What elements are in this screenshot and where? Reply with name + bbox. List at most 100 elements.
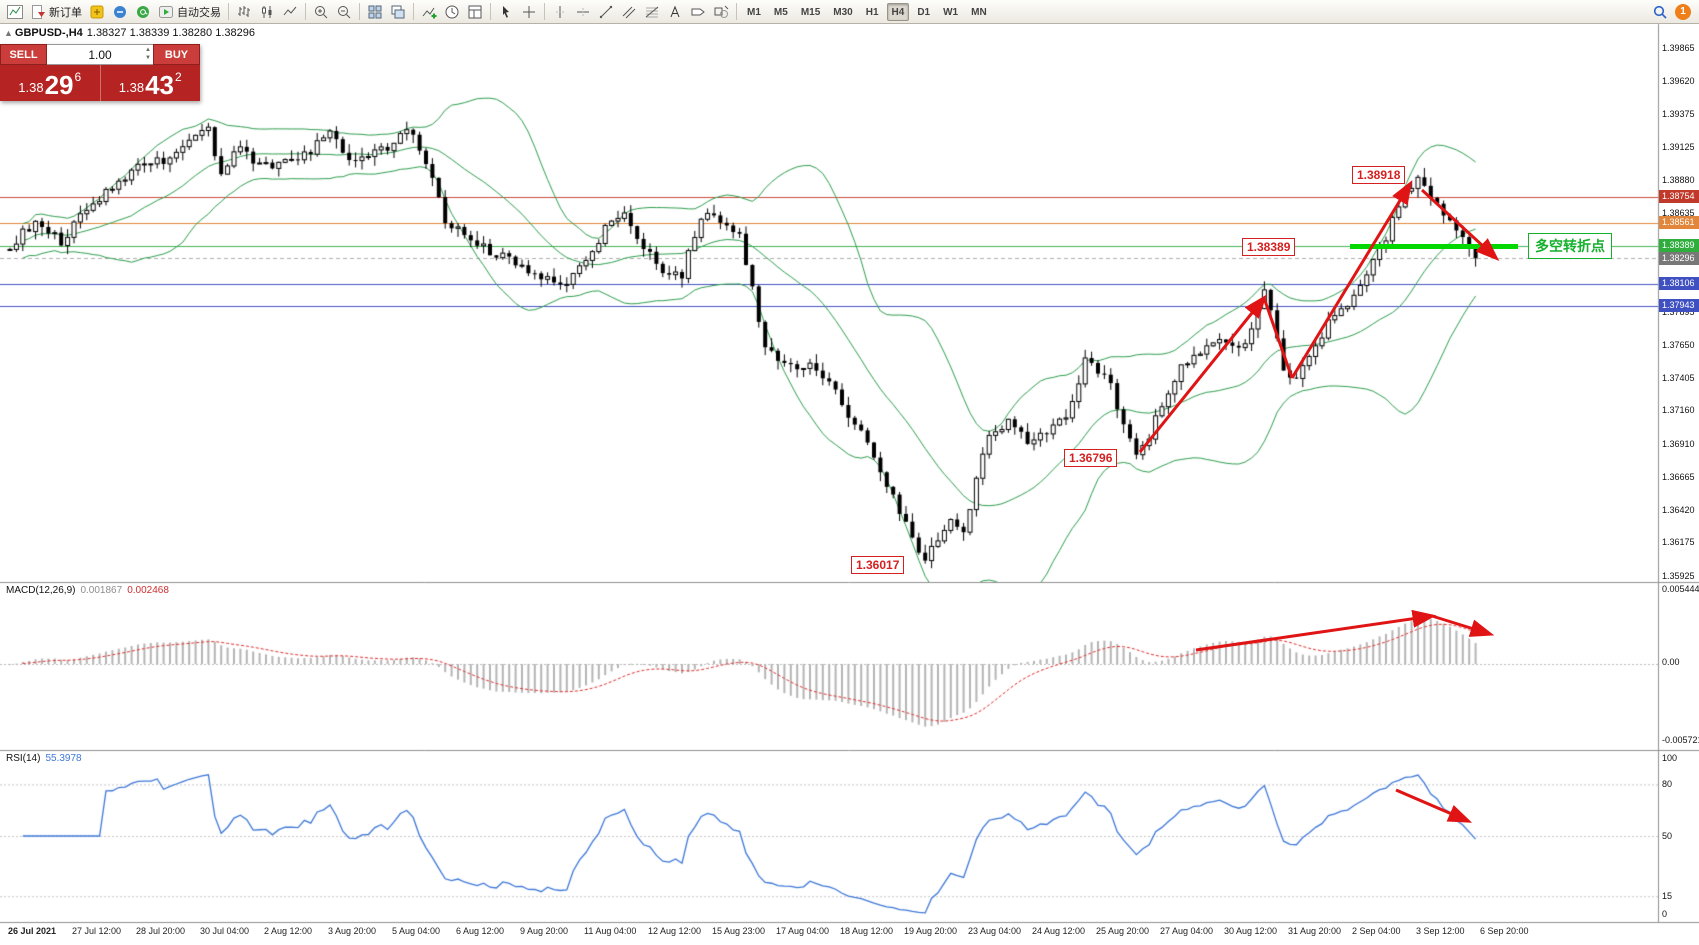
timeframe-w1-button[interactable]: W1 bbox=[943, 6, 959, 18]
time-axis-label: 19 Aug 20:00 bbox=[904, 926, 958, 936]
trade-panel-top-row: SELL 1.00 ▲ ▼ BUY bbox=[0, 44, 200, 65]
toolbar-zoom-in-button[interactable] bbox=[310, 2, 332, 22]
metaeditor-icon bbox=[89, 4, 105, 20]
trend-arrow bbox=[1195, 609, 1437, 652]
toolbar-periods-button[interactable] bbox=[441, 2, 463, 22]
time-axis-label: 9 Aug 20:00 bbox=[520, 926, 569, 936]
new-order-label: 新订单 bbox=[49, 6, 82, 19]
price-level-tag: 1.38106 bbox=[1659, 277, 1699, 291]
toolbar-terminal-button[interactable] bbox=[109, 2, 131, 22]
price-callout: 1.38389 bbox=[1242, 238, 1296, 256]
volume-input[interactable]: 1.00 ▲ ▼ bbox=[47, 44, 153, 65]
timeframe-h1-button[interactable]: H1 bbox=[865, 6, 879, 18]
time-axis-label: 18 Aug 12:00 bbox=[840, 926, 894, 936]
price-level-tag: 1.38389 bbox=[1659, 239, 1699, 253]
toolbar-label-button[interactable] bbox=[687, 2, 709, 22]
buy-price[interactable]: 1.38 43 2 bbox=[99, 65, 201, 101]
toolbar-horizontal-line-button[interactable] bbox=[572, 2, 594, 22]
label-icon bbox=[690, 4, 706, 20]
toolbar-metaeditor-button[interactable] bbox=[86, 2, 108, 22]
price-level-tag: 1.38561 bbox=[1659, 216, 1699, 230]
price-callout: 1.36017 bbox=[851, 556, 905, 574]
toolbar-tile-windows-button[interactable] bbox=[364, 2, 386, 22]
candles-chart-icon bbox=[259, 4, 275, 20]
sell-price-prefix: 1.38 bbox=[18, 80, 44, 95]
trend-arrow bbox=[1431, 614, 1495, 637]
price-tick-label: 1.37650 bbox=[1662, 339, 1695, 350]
rsi-scale-label: 100 bbox=[1662, 753, 1678, 763]
volume-spinner[interactable]: ▲ ▼ bbox=[145, 47, 151, 61]
toolbar-vertical-line-button[interactable] bbox=[549, 2, 571, 22]
toolbar-cascade-windows-button[interactable] bbox=[387, 2, 409, 22]
price-callout: 1.36796 bbox=[1064, 449, 1118, 467]
toolbar-bars-chart-button[interactable] bbox=[233, 2, 255, 22]
toolbar: 新订单 自动交易 M1 M5 M15 M30 H1 H4 D1 W1 MN 1 bbox=[0, 0, 1699, 24]
template-icon bbox=[467, 4, 483, 20]
toolbar-fibonacci-button[interactable] bbox=[641, 2, 663, 22]
trend-arrow bbox=[1138, 294, 1267, 453]
one-click-trade-panel: SELL 1.00 ▲ ▼ BUY 1.38 29 6 1.38 43 2 bbox=[0, 44, 200, 101]
community-icon bbox=[135, 4, 151, 20]
buy-price-pips: 43 bbox=[145, 70, 175, 100]
line-chart-icon bbox=[282, 4, 298, 20]
toolbar-text-button[interactable] bbox=[664, 2, 686, 22]
vertical-line-icon bbox=[552, 4, 568, 20]
ohlc-values: 1.38327 1.38339 1.38280 1.38296 bbox=[86, 27, 255, 39]
time-axis-label: 6 Sep 20:00 bbox=[1480, 926, 1529, 936]
zoom-in-icon bbox=[313, 4, 329, 20]
toolbar-candles-chart-button[interactable] bbox=[256, 2, 278, 22]
text-icon bbox=[667, 4, 683, 20]
toolbar-trendline-button[interactable] bbox=[595, 2, 617, 22]
timeframe-m5-button[interactable]: M5 bbox=[773, 6, 788, 18]
price-level-tag: 1.38296 bbox=[1659, 251, 1699, 265]
timeframe-mn-button[interactable]: MN bbox=[971, 6, 987, 18]
price-tick-label: 1.36665 bbox=[1662, 471, 1695, 482]
time-axis-label: 31 Aug 20:00 bbox=[1288, 926, 1342, 936]
price-tick-label: 1.39620 bbox=[1662, 75, 1695, 86]
timeframe-h4-button[interactable]: H4 bbox=[886, 2, 910, 21]
toolbar-separator bbox=[413, 3, 414, 20]
toolbar-crosshair-button[interactable] bbox=[518, 2, 540, 22]
toolbar-zoom-out-button[interactable] bbox=[333, 2, 355, 22]
trend-arrow bbox=[1262, 297, 1294, 379]
symbol-name: GBPUSD-,H4 bbox=[14, 27, 83, 39]
timeframe-m1-button[interactable]: M1 bbox=[747, 6, 761, 18]
toolbar-indicators-button[interactable] bbox=[418, 2, 440, 22]
rsi-scale-label: 0 bbox=[1662, 909, 1668, 919]
toolbar-cursor-button[interactable] bbox=[495, 2, 517, 22]
autotrade-label: 自动交易 bbox=[177, 6, 221, 19]
notification-badge[interactable]: 1 bbox=[1675, 3, 1691, 20]
time-axis-label: 30 Aug 12:00 bbox=[1224, 926, 1278, 936]
search-button[interactable] bbox=[1649, 2, 1671, 22]
price-tick-label: 1.39375 bbox=[1662, 108, 1695, 119]
timeframe-m30-button[interactable]: M30 bbox=[833, 6, 853, 18]
chart-window-icon bbox=[7, 4, 23, 20]
time-axis-label: 17 Aug 04:00 bbox=[776, 926, 830, 936]
one-click-collapse-icon[interactable]: ▲ bbox=[4, 28, 13, 38]
volume-value: 1.00 bbox=[88, 47, 112, 62]
toolbar-template-button[interactable] bbox=[464, 2, 486, 22]
zoom-out-icon bbox=[336, 4, 352, 20]
time-axis-label: 5 Aug 04:00 bbox=[392, 926, 441, 936]
buy-button[interactable]: BUY bbox=[153, 44, 200, 65]
toolbar-autotrade-button[interactable]: 自动交易 bbox=[155, 2, 224, 22]
bars-chart-icon bbox=[236, 4, 252, 20]
price-tick-label: 1.38635 bbox=[1662, 207, 1695, 218]
time-axis-label: 30 Jul 04:00 bbox=[200, 926, 250, 936]
crosshair-icon bbox=[521, 4, 537, 20]
toolbar-community-button[interactable] bbox=[132, 2, 154, 22]
periods-icon bbox=[444, 4, 460, 20]
toolbar-shapes-button[interactable] bbox=[710, 2, 732, 22]
rsi-name: RSI(14) bbox=[6, 753, 41, 764]
toolbar-line-chart-button[interactable] bbox=[279, 2, 301, 22]
timeframe-d1-button[interactable]: D1 bbox=[917, 6, 931, 18]
timeframe-m15-button[interactable]: M15 bbox=[800, 6, 821, 18]
time-axis-label: 3 Sep 12:00 bbox=[1416, 926, 1465, 936]
sell-price[interactable]: 1.38 29 6 bbox=[0, 65, 100, 101]
toolbar-new-order-button[interactable]: 新订单 bbox=[27, 2, 85, 22]
trend-arrow bbox=[1395, 788, 1473, 823]
toolbar-channel-button[interactable] bbox=[618, 2, 640, 22]
toolbar-chart-window-button[interactable] bbox=[4, 2, 26, 22]
sell-button[interactable]: SELL bbox=[0, 44, 47, 65]
